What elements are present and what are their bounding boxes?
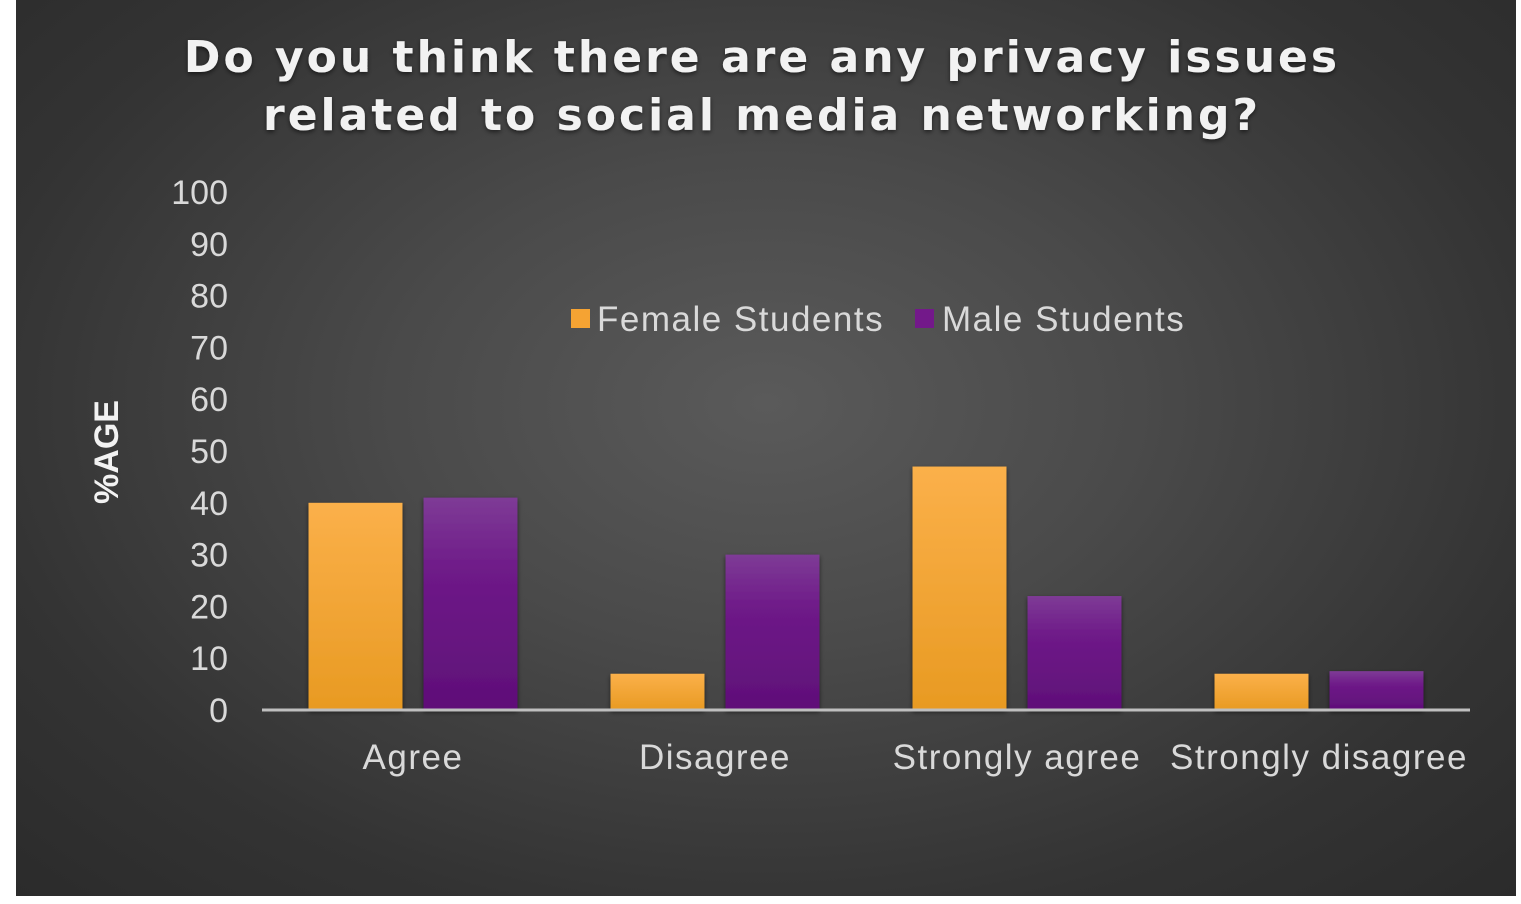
y-axis-label: %AGE bbox=[88, 400, 126, 504]
y-tick-label: 0 bbox=[209, 692, 228, 730]
title-line-1: Do you think there are any privacy issue… bbox=[184, 32, 1340, 83]
x-category-label: Agree bbox=[363, 738, 464, 777]
bar-chart: Do you think there are any privacy issue… bbox=[88, 32, 1470, 777]
chart-title: Do you think there are any privacy issue… bbox=[184, 32, 1340, 141]
legend-label-male: Male Students bbox=[942, 300, 1185, 339]
title-line-2: related to social media networking? bbox=[263, 90, 1261, 141]
bar-female bbox=[912, 466, 1007, 710]
bar-female bbox=[308, 502, 403, 710]
bar-female bbox=[1214, 673, 1309, 710]
y-tick-label: 100 bbox=[171, 174, 228, 212]
y-tick-label: 20 bbox=[190, 588, 228, 626]
y-tick-label: 90 bbox=[190, 226, 228, 264]
x-category-label: Strongly disagree bbox=[1170, 738, 1468, 777]
x-category-label: Strongly agree bbox=[893, 738, 1142, 777]
bar-female bbox=[610, 673, 705, 710]
bars bbox=[308, 466, 1424, 710]
x-axis-categories: Agree Disagree Strongly agree Strongly disa… bbox=[363, 738, 1468, 777]
x-category-label: Disagree bbox=[639, 738, 791, 777]
chart-frame: Do you think there are any privacy issue… bbox=[16, 0, 1516, 896]
bar-male bbox=[1027, 596, 1122, 710]
bar-male bbox=[1329, 671, 1424, 710]
legend-label-female: Female Students bbox=[597, 300, 884, 339]
y-tick-label: 40 bbox=[190, 485, 228, 523]
y-tick-label: 80 bbox=[190, 278, 228, 316]
bar-male bbox=[423, 497, 518, 710]
y-tick-label: 50 bbox=[190, 433, 228, 471]
y-tick-label: 30 bbox=[190, 537, 228, 575]
legend-swatch-female bbox=[571, 309, 590, 328]
y-axis-ticks: 0 10 20 30 40 50 60 70 80 90 100 bbox=[171, 174, 228, 730]
y-tick-label: 10 bbox=[190, 640, 228, 678]
bar-male bbox=[725, 554, 820, 710]
legend: Female Students Male Students bbox=[571, 300, 1185, 339]
y-tick-label: 70 bbox=[190, 329, 228, 367]
legend-swatch-male bbox=[915, 309, 934, 328]
y-tick-label: 60 bbox=[190, 381, 228, 419]
